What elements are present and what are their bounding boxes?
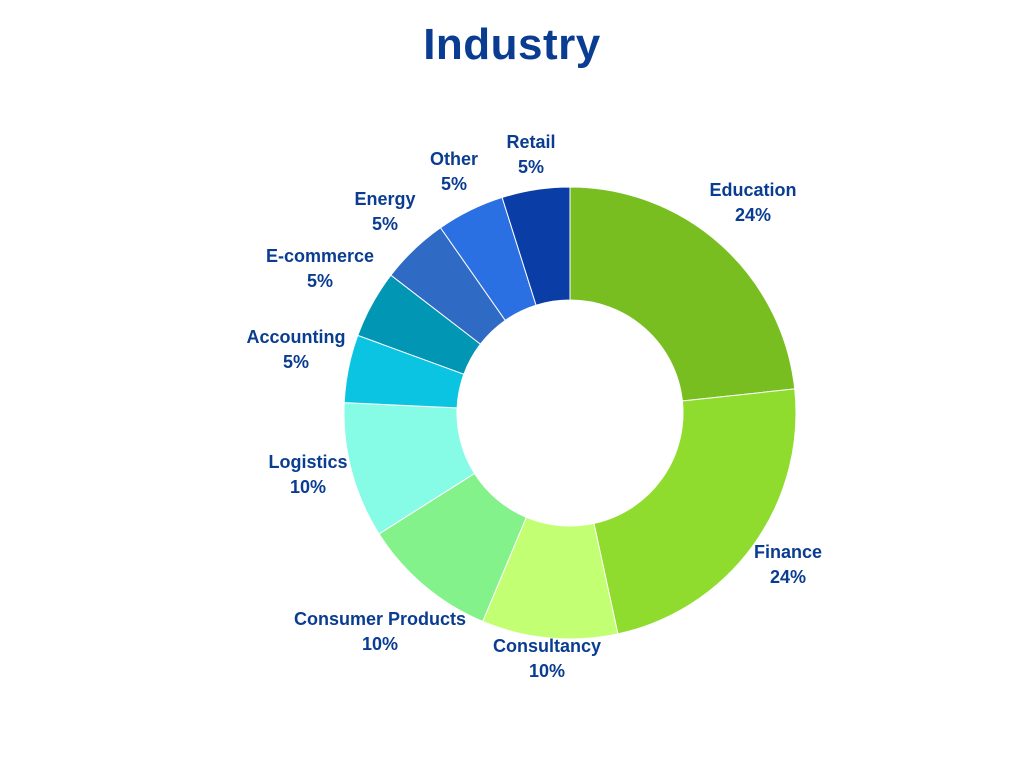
slice-label-other: Other bbox=[430, 149, 478, 169]
slice-label-e-commerce: E-commerce bbox=[266, 246, 374, 266]
slice-finance bbox=[594, 389, 796, 634]
slice-label-education: Education bbox=[709, 180, 796, 200]
slice-value-consultancy: 10% bbox=[529, 661, 565, 681]
slice-value-consumer-products: 10% bbox=[362, 634, 398, 654]
slice-value-accounting: 5% bbox=[283, 352, 309, 372]
slice-label-accounting: Accounting bbox=[247, 327, 346, 347]
slice-label-finance: Finance bbox=[754, 542, 822, 562]
slice-label-consumer-products: Consumer Products bbox=[294, 609, 466, 629]
slice-label-retail: Retail bbox=[506, 132, 555, 152]
slice-label-consultancy: Consultancy bbox=[493, 636, 601, 656]
slice-value-e-commerce: 5% bbox=[307, 271, 333, 291]
slice-value-energy: 5% bbox=[372, 214, 398, 234]
donut-slices bbox=[344, 187, 796, 639]
slice-value-retail: 5% bbox=[518, 157, 544, 177]
slice-value-education: 24% bbox=[735, 205, 771, 225]
slice-value-other: 5% bbox=[441, 174, 467, 194]
slice-value-finance: 24% bbox=[770, 567, 806, 587]
slice-label-logistics: Logistics bbox=[268, 452, 347, 472]
slice-label-energy: Energy bbox=[354, 189, 415, 209]
slice-value-logistics: 10% bbox=[290, 477, 326, 497]
